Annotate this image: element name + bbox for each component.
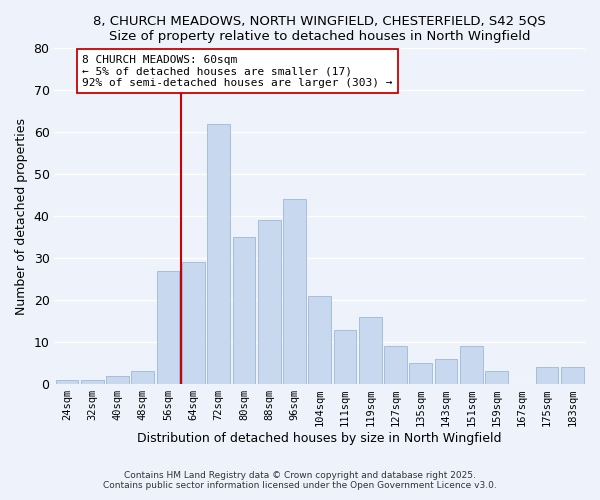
Bar	[409, 363, 432, 384]
Bar	[233, 237, 255, 384]
Title: 8, CHURCH MEADOWS, NORTH WINGFIELD, CHESTERFIELD, S42 5QS
Size of property relat: 8, CHURCH MEADOWS, NORTH WINGFIELD, CHES…	[94, 15, 546, 43]
Bar	[460, 346, 482, 384]
Bar	[359, 317, 382, 384]
Y-axis label: Number of detached properties: Number of detached properties	[15, 118, 28, 314]
Bar	[434, 359, 457, 384]
Bar	[485, 372, 508, 384]
Bar	[384, 346, 407, 384]
X-axis label: Distribution of detached houses by size in North Wingfield: Distribution of detached houses by size …	[137, 432, 502, 445]
Bar	[81, 380, 104, 384]
Bar	[182, 262, 205, 384]
Bar	[207, 124, 230, 384]
Bar	[258, 220, 281, 384]
Text: Contains HM Land Registry data © Crown copyright and database right 2025.
Contai: Contains HM Land Registry data © Crown c…	[103, 470, 497, 490]
Bar	[283, 200, 306, 384]
Bar	[561, 368, 584, 384]
Bar	[334, 330, 356, 384]
Bar	[56, 380, 79, 384]
Bar	[308, 296, 331, 384]
Bar	[536, 368, 559, 384]
Text: 8 CHURCH MEADOWS: 60sqm
← 5% of detached houses are smaller (17)
92% of semi-det: 8 CHURCH MEADOWS: 60sqm ← 5% of detached…	[82, 54, 393, 88]
Bar	[157, 271, 179, 384]
Bar	[106, 376, 129, 384]
Bar	[131, 372, 154, 384]
